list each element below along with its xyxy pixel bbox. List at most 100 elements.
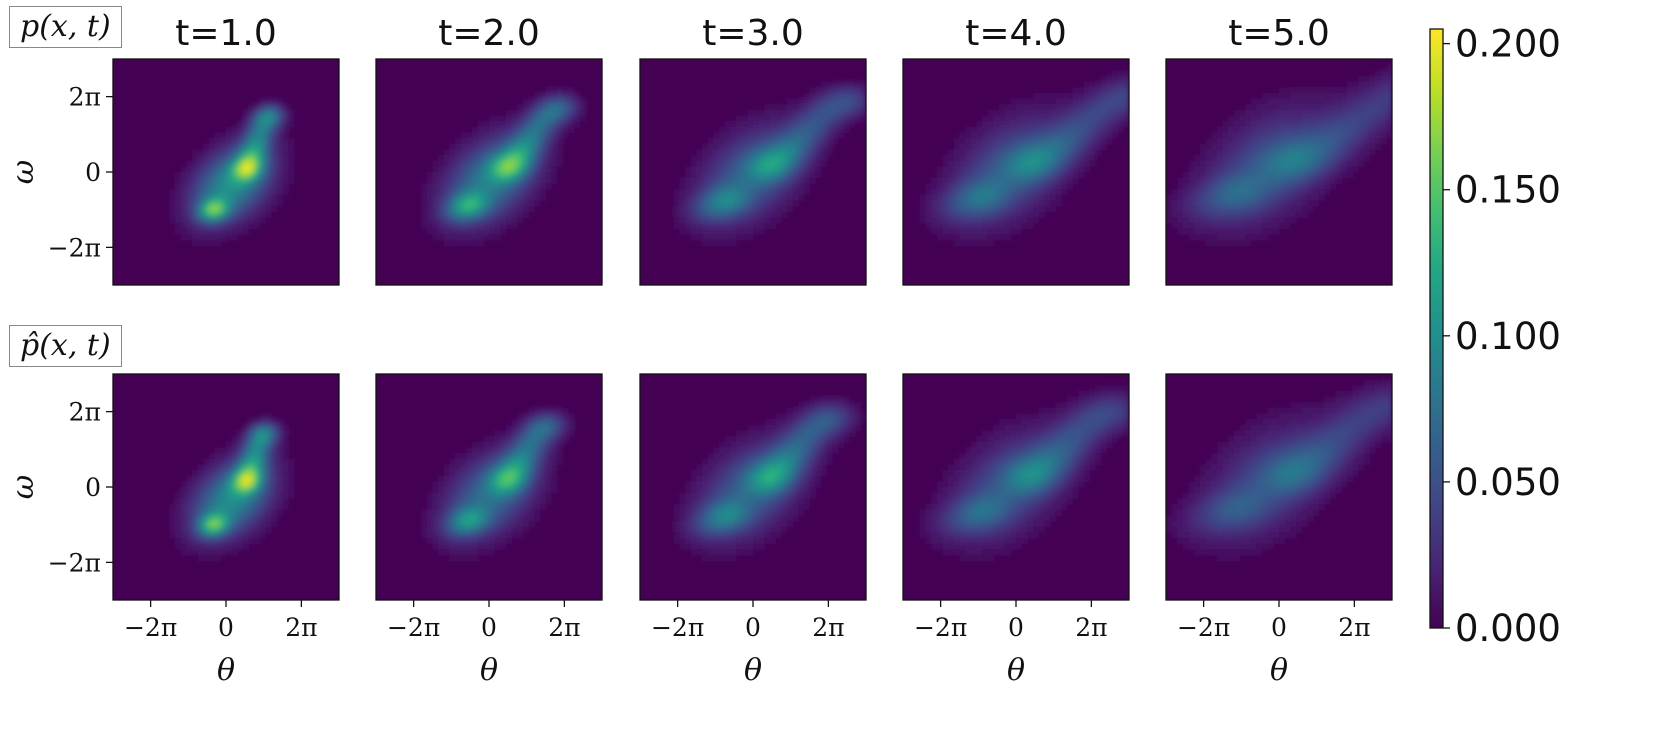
density-cell	[489, 453, 496, 460]
density-cell	[282, 115, 289, 122]
density-cell	[1341, 143, 1348, 150]
density-cell	[1061, 436, 1068, 443]
density-cell	[1256, 234, 1263, 241]
density-cell	[1117, 402, 1124, 409]
density-cell	[993, 532, 1000, 539]
density-cell	[820, 436, 828, 443]
density-cell	[747, 115, 754, 122]
density-cell	[999, 172, 1006, 179]
density-cell	[798, 464, 805, 471]
density-cell	[942, 492, 949, 499]
density-cell	[1267, 143, 1274, 150]
density-cell	[1095, 143, 1102, 150]
density-cell	[792, 441, 799, 449]
density-cell	[1021, 515, 1028, 522]
density-cell	[758, 155, 765, 162]
density-cell	[220, 166, 227, 173]
density-cell	[545, 109, 552, 117]
density-cell	[736, 532, 743, 539]
density-cell	[220, 160, 227, 167]
density-cell	[1284, 188, 1291, 196]
density-cell	[511, 149, 518, 156]
density-cell	[455, 498, 462, 505]
density-cell	[421, 200, 428, 207]
density-cell	[545, 470, 552, 477]
density-cell	[1100, 436, 1107, 443]
density-cell	[1078, 172, 1085, 179]
density-cell	[942, 188, 949, 196]
density-cell	[820, 464, 828, 471]
density-cell	[736, 194, 743, 201]
density-cell	[1199, 205, 1207, 213]
density-cell	[455, 509, 462, 516]
density-cell	[1205, 172, 1212, 179]
density-cell	[522, 492, 530, 499]
density-cell	[522, 104, 530, 111]
density-cell	[679, 532, 686, 539]
density-cell	[970, 183, 978, 190]
density-cell	[534, 177, 541, 184]
density-cell	[1386, 64, 1392, 71]
density-cell	[500, 200, 507, 207]
density-cell	[965, 166, 972, 173]
density-cell	[220, 234, 227, 241]
density-cell	[192, 498, 199, 505]
density-cell	[1250, 143, 1257, 150]
density-cell	[534, 447, 541, 454]
density-cell	[1346, 172, 1354, 179]
density-cell	[466, 217, 473, 224]
density-cell	[1273, 160, 1280, 167]
density-cell	[466, 172, 473, 179]
density-cell	[1032, 211, 1040, 218]
density-cell	[764, 532, 771, 539]
density-cell	[987, 188, 994, 196]
density-cell	[993, 138, 1000, 145]
density-cell	[432, 211, 439, 218]
density-cell	[522, 205, 530, 213]
density-cell	[803, 498, 811, 505]
density-cell	[707, 537, 715, 545]
density-cell	[1010, 424, 1017, 432]
density-cell	[1290, 132, 1297, 139]
density-cell	[214, 481, 221, 488]
density-cell	[936, 183, 944, 190]
density-cell	[815, 453, 822, 460]
density-cell	[1027, 177, 1034, 184]
density-cell	[426, 177, 434, 184]
density-cell	[505, 217, 513, 224]
density-cell	[568, 87, 575, 94]
density-cell	[466, 503, 473, 511]
density-cell	[551, 430, 558, 437]
density-cell	[271, 492, 278, 499]
density-cell	[724, 554, 731, 562]
density-cell	[1038, 413, 1045, 420]
density-cell	[786, 407, 794, 415]
density-cell	[1021, 194, 1028, 201]
density-cell	[1055, 475, 1062, 482]
density-cell	[214, 143, 221, 150]
density-cell	[1301, 160, 1308, 167]
density-cell	[775, 419, 782, 426]
density-cell	[432, 166, 439, 173]
density-cell	[730, 509, 737, 516]
density-cell	[466, 228, 473, 235]
density-cell	[455, 492, 462, 499]
density-cell	[534, 121, 541, 128]
density-cell	[1363, 132, 1370, 139]
density-cell	[528, 104, 535, 111]
density-cell	[1177, 177, 1184, 184]
density-cell	[724, 549, 731, 556]
density-cell	[1072, 143, 1079, 150]
density-cell	[736, 222, 743, 230]
density-cell	[1182, 228, 1190, 235]
density-cell	[942, 526, 949, 533]
density-cell	[741, 211, 748, 218]
density-cell	[1290, 92, 1297, 100]
density-cell	[265, 177, 272, 184]
density-cell	[472, 554, 479, 562]
density-cell	[702, 183, 709, 190]
density-cell	[820, 453, 828, 460]
density-cell	[1250, 188, 1257, 196]
density-cell	[1061, 121, 1068, 128]
density-cell	[522, 183, 530, 190]
